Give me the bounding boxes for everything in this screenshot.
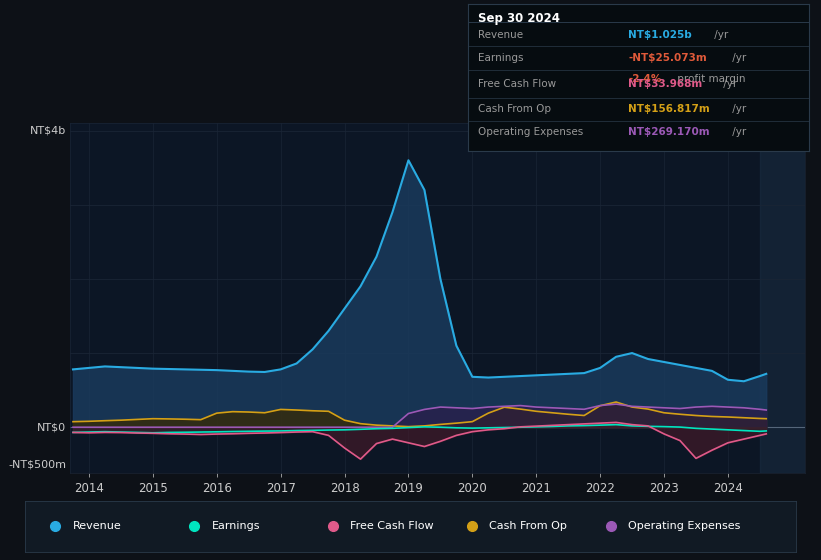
Text: Free Cash Flow: Free Cash Flow	[478, 80, 557, 90]
Text: NT$0: NT$0	[37, 422, 67, 432]
Text: /yr: /yr	[720, 80, 737, 90]
Text: Operating Expenses: Operating Expenses	[628, 521, 741, 531]
Text: -NT$25.073m: -NT$25.073m	[628, 53, 707, 63]
Text: NT$1.025b: NT$1.025b	[628, 30, 692, 40]
Text: Revenue: Revenue	[72, 521, 122, 531]
Text: Operating Expenses: Operating Expenses	[478, 127, 584, 137]
Text: Earnings: Earnings	[478, 53, 524, 63]
Text: /yr: /yr	[729, 53, 746, 63]
Text: /yr: /yr	[729, 127, 746, 137]
Text: NT$156.817m: NT$156.817m	[628, 104, 710, 114]
Text: Sep 30 2024: Sep 30 2024	[478, 12, 560, 25]
Text: NT$4b: NT$4b	[30, 125, 67, 136]
Text: -2.4%: -2.4%	[628, 73, 662, 83]
Text: -NT$500m: -NT$500m	[8, 459, 67, 469]
Text: /yr: /yr	[729, 104, 746, 114]
Text: Free Cash Flow: Free Cash Flow	[351, 521, 434, 531]
Text: Cash From Op: Cash From Op	[489, 521, 567, 531]
Text: NT$33.968m: NT$33.968m	[628, 80, 702, 90]
Text: Cash From Op: Cash From Op	[478, 104, 551, 114]
Text: NT$269.170m: NT$269.170m	[628, 127, 709, 137]
Text: Earnings: Earnings	[211, 521, 260, 531]
Text: Revenue: Revenue	[478, 30, 523, 40]
Text: /yr: /yr	[711, 30, 728, 40]
Text: profit margin: profit margin	[674, 73, 745, 83]
Bar	[760, 123, 805, 473]
